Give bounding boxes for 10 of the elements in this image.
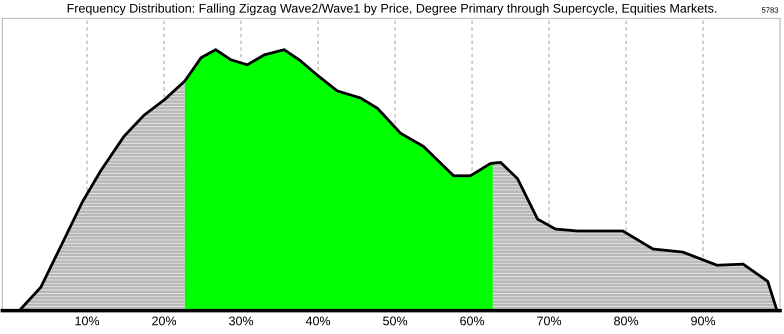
x-tick-label: 20% (152, 316, 176, 326)
x-tick-label: 10% (76, 316, 100, 326)
x-tick-label: 80% (614, 316, 638, 326)
x-tick-label: 40% (306, 316, 330, 326)
x-tick-label: 90% (691, 316, 716, 326)
x-tick-label: 70% (537, 316, 562, 326)
x-tick-label: 30% (229, 316, 254, 326)
x-tick-label: 50% (383, 316, 408, 326)
chart-title: Frequency Distribution: Falling Zigzag Wave2/Wave1 by Price, Degree Primary through Supercycle, Equities Markets. (68, 4, 716, 16)
x-tick-label: 60% (460, 316, 484, 326)
